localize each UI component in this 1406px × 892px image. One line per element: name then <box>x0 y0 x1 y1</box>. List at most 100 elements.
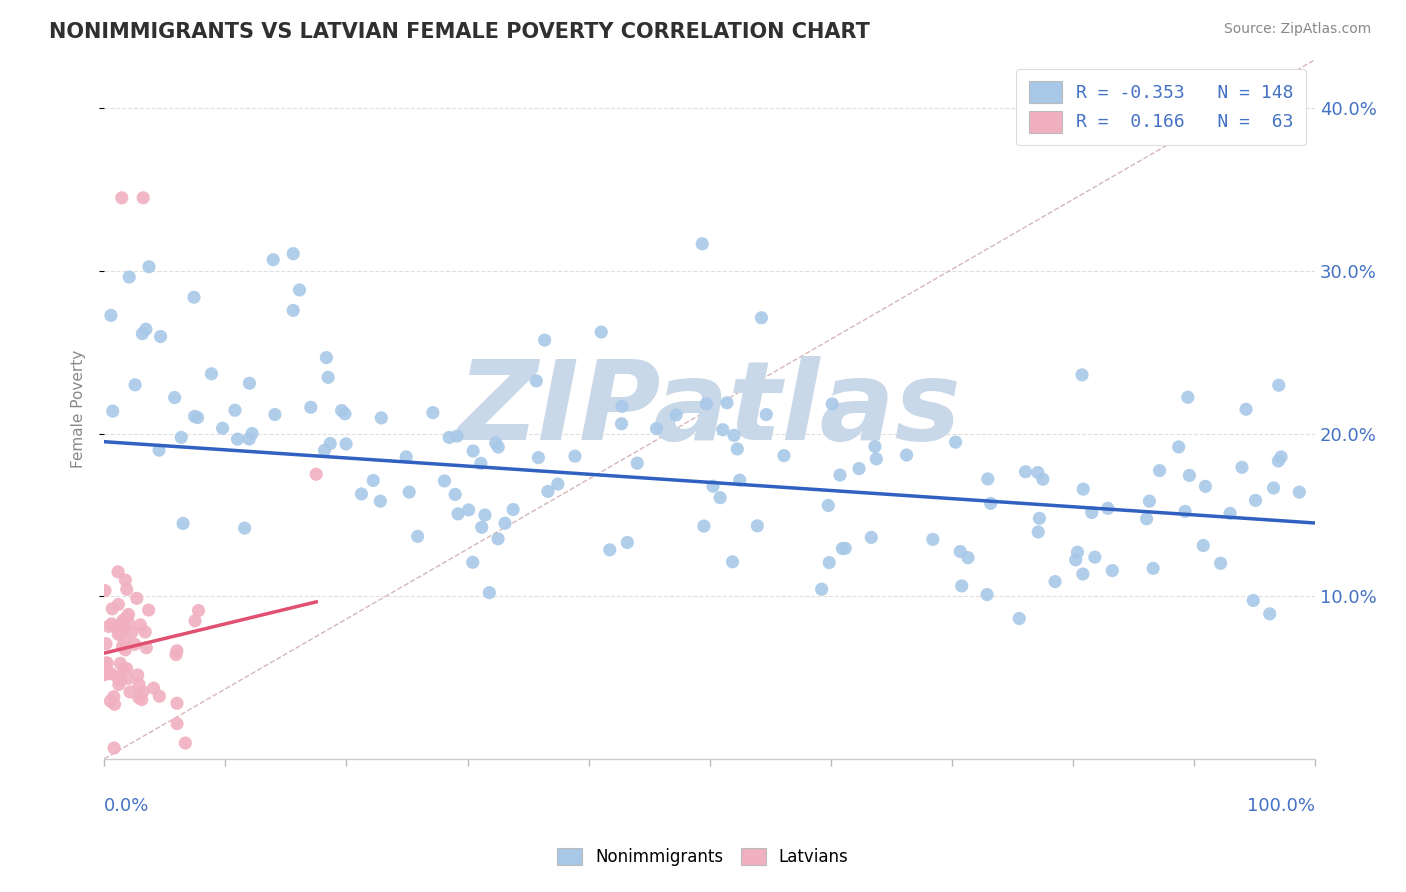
Point <box>115 610 138 624</box>
Point <box>564 449 586 463</box>
Point <box>103 690 125 704</box>
Point <box>834 541 856 556</box>
Point <box>350 487 373 501</box>
Point <box>1177 390 1199 404</box>
Point <box>283 303 305 318</box>
Point <box>104 620 127 634</box>
Point <box>224 403 246 417</box>
Point <box>1149 464 1171 478</box>
Point <box>1234 402 1257 417</box>
Text: 100.0%: 100.0% <box>1247 797 1315 815</box>
Point <box>1219 506 1241 520</box>
Point <box>315 351 337 365</box>
Point <box>702 479 724 493</box>
Point <box>129 618 152 632</box>
Point <box>980 496 1002 510</box>
Point <box>848 461 870 475</box>
Text: NONIMMIGRANTS VS LATVIAN FEMALE POVERTY CORRELATION CHART: NONIMMIGRANTS VS LATVIAN FEMALE POVERTY … <box>49 22 870 42</box>
Point <box>817 499 839 513</box>
Point <box>107 670 129 684</box>
Point <box>1263 481 1285 495</box>
Point <box>1043 574 1066 589</box>
Point <box>200 367 222 381</box>
Point <box>818 556 841 570</box>
Point <box>166 716 188 731</box>
Point <box>1270 450 1292 464</box>
Point <box>810 582 832 597</box>
Point <box>166 696 188 710</box>
Point <box>132 684 155 698</box>
Point <box>330 403 353 417</box>
Legend: R = -0.353   N = 148, R =  0.166   N =  63: R = -0.353 N = 148, R = 0.166 N = 63 <box>1017 69 1306 145</box>
Text: ZIPatlas: ZIPatlas <box>458 356 962 463</box>
Point <box>93 667 115 681</box>
Point <box>1241 593 1264 607</box>
Point <box>711 423 734 437</box>
Point <box>1026 466 1049 480</box>
Point <box>865 451 887 466</box>
Point <box>112 623 135 637</box>
Point <box>547 477 569 491</box>
Point <box>226 432 249 446</box>
Point <box>112 662 135 676</box>
Point <box>115 582 138 597</box>
Point <box>142 681 165 695</box>
Point <box>96 666 118 681</box>
Point <box>135 322 157 336</box>
Point <box>1192 539 1215 553</box>
Point <box>610 400 633 414</box>
Point <box>187 603 209 617</box>
Point <box>114 642 136 657</box>
Point <box>166 644 188 658</box>
Point <box>716 396 738 410</box>
Point <box>108 677 131 691</box>
Point <box>361 474 384 488</box>
Point <box>1209 556 1232 570</box>
Point <box>1071 368 1094 382</box>
Point <box>264 408 287 422</box>
Point <box>117 607 139 622</box>
Point <box>163 391 186 405</box>
Point <box>101 602 124 616</box>
Point <box>183 290 205 304</box>
Point <box>94 637 117 651</box>
Point <box>773 449 796 463</box>
Point <box>1084 550 1107 565</box>
Point <box>111 616 134 631</box>
Point <box>240 426 263 441</box>
Point <box>233 521 256 535</box>
Point <box>125 591 148 606</box>
Point <box>860 530 883 544</box>
Point <box>172 516 194 531</box>
Point <box>148 443 170 458</box>
Point <box>1014 465 1036 479</box>
Point <box>114 632 136 647</box>
Point <box>138 260 160 274</box>
Point <box>131 326 153 341</box>
Point <box>1178 468 1201 483</box>
Point <box>107 598 129 612</box>
Point <box>148 689 170 703</box>
Point <box>463 444 485 458</box>
Point <box>118 270 141 285</box>
Point <box>183 409 205 424</box>
Legend: Nonimmigrants, Latvians: Nonimmigrants, Latvians <box>550 840 856 875</box>
Point <box>110 657 132 671</box>
Point <box>447 507 470 521</box>
Point <box>94 583 117 598</box>
Point <box>115 662 138 676</box>
Point <box>97 619 120 633</box>
Text: 0.0%: 0.0% <box>104 797 149 815</box>
Point <box>485 436 508 450</box>
Point <box>921 533 943 547</box>
Point <box>474 508 496 522</box>
Point <box>433 474 456 488</box>
Point <box>124 377 146 392</box>
Point <box>262 252 284 267</box>
Point <box>314 443 336 458</box>
Point <box>1028 511 1050 525</box>
Point <box>950 579 973 593</box>
Point <box>335 437 357 451</box>
Point <box>626 456 648 470</box>
Point <box>111 639 134 653</box>
